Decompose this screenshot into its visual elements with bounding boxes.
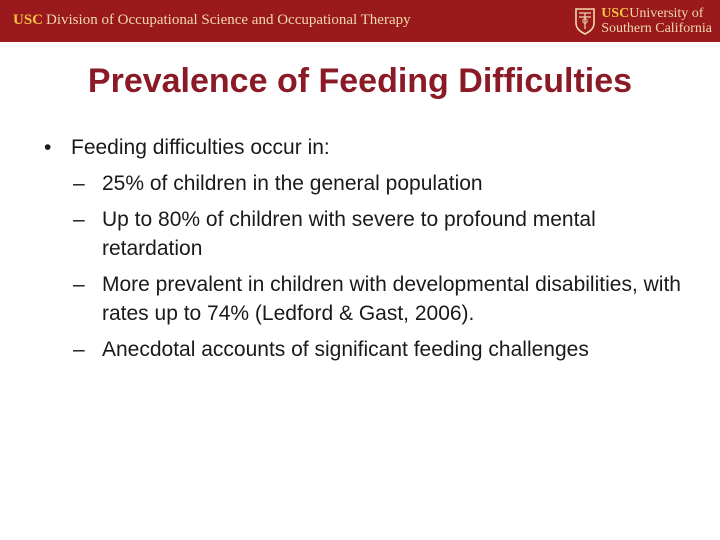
bullet-item: • Feeding difficulties occur in: — [44, 133, 684, 162]
header-banner: USC Division of Occupational Science and … — [0, 0, 720, 42]
university-logo: USCUniversity of Southern California — [574, 4, 712, 38]
division-title: USC Division of Occupational Science and … — [13, 12, 411, 29]
division-name: Division of Occupational Science and Occ… — [46, 12, 411, 28]
sub-item-text: Anecdotal accounts of significant feedin… — [102, 338, 589, 361]
sub-item-marker: – — [73, 338, 85, 361]
sub-item: – More prevalent in children with develo… — [44, 270, 684, 328]
usc-mark: USC — [13, 12, 44, 28]
sub-item-text: 25% of children in the general populatio… — [102, 172, 483, 195]
bullet-marker: • — [44, 136, 52, 159]
sub-item-text: Up to 80% of children with severe to pro… — [102, 208, 596, 260]
slide-body: • Feeding difficulties occur in: – 25% o… — [44, 133, 684, 364]
sub-item: – Anecdotal accounts of significant feed… — [44, 335, 684, 364]
sub-item-marker: – — [73, 273, 85, 296]
usc-seal-icon — [575, 8, 595, 35]
univ-line-2: Southern California — [601, 21, 712, 36]
slide-title: Prevalence of Feeding Difficulties — [87, 62, 633, 100]
university-name: USCUniversity of Southern California — [601, 6, 712, 36]
sub-item-marker: – — [73, 172, 85, 195]
sub-item: – Up to 80% of children with severe to p… — [44, 205, 684, 263]
sub-item: – 25% of children in the general populat… — [44, 169, 684, 198]
univ-line-1: University of — [629, 6, 704, 21]
sub-item-text: More prevalent in children with developm… — [102, 273, 681, 325]
bullet-text: Feeding difficulties occur in: — [71, 136, 330, 159]
univ-usc-mark: USC — [601, 6, 630, 21]
sub-item-marker: – — [73, 208, 85, 231]
